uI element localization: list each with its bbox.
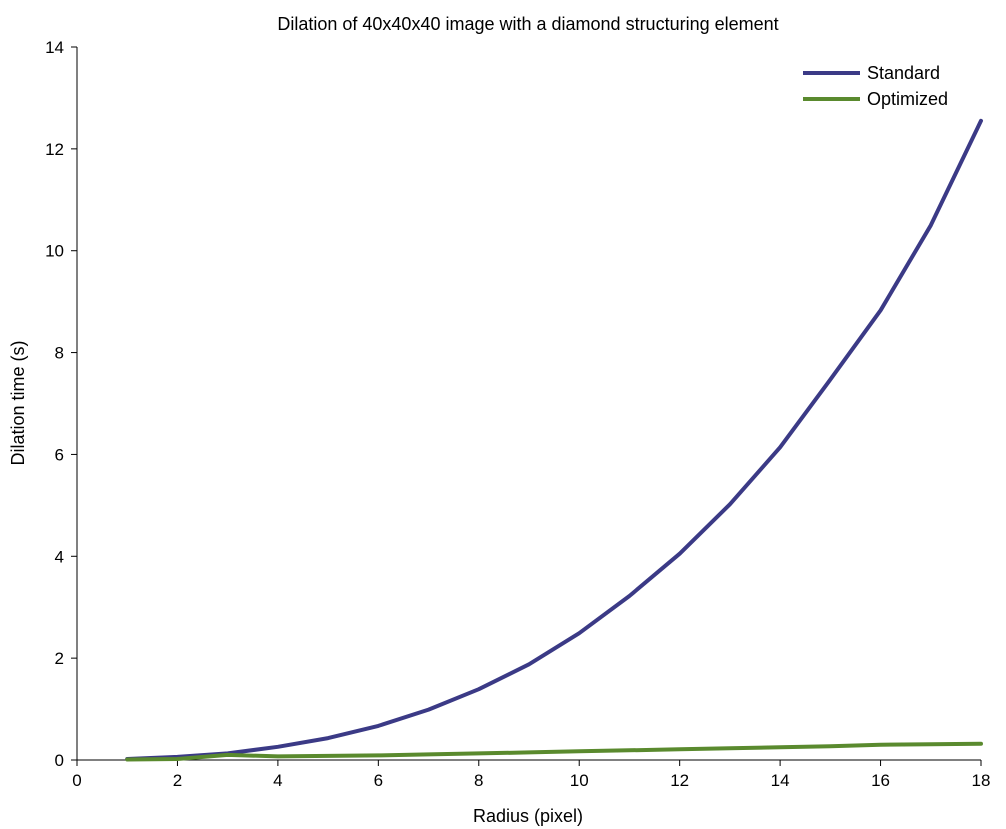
- x-axis-ticks: 0 2 4 6 8 10 12 14 16 18: [72, 760, 990, 790]
- legend-label-optimized: Optimized: [867, 89, 948, 109]
- y-tick-label: 0: [55, 751, 64, 770]
- series-lines: [125, 118, 983, 762]
- axes: [76, 47, 981, 761]
- y-tick-label: 8: [55, 344, 64, 363]
- legend-label-standard: Standard: [867, 63, 940, 83]
- y-tick-label: 2: [55, 649, 64, 668]
- x-tick-label: 18: [972, 771, 991, 790]
- x-tick-label: 0: [72, 771, 81, 790]
- x-tick-label: 8: [474, 771, 483, 790]
- x-tick-label: 6: [374, 771, 383, 790]
- series-line-standard: [125, 118, 983, 761]
- x-axis-label: Radius (pixel): [473, 806, 583, 826]
- y-tick-label: 14: [45, 38, 64, 57]
- y-tick-label: 12: [45, 140, 64, 159]
- x-tick-label: 12: [670, 771, 689, 790]
- y-tick-label: 10: [45, 242, 64, 261]
- x-tick-label: 14: [771, 771, 790, 790]
- y-axis-label: Dilation time (s): [8, 340, 28, 465]
- y-tick-label: 4: [55, 547, 64, 566]
- x-tick-label: 10: [570, 771, 589, 790]
- y-tick-label: 6: [55, 445, 64, 464]
- chart-title: Dilation of 40x40x40 image with a diamon…: [277, 14, 778, 34]
- y-axis-ticks: 0 2 4 6 8 10 12 14: [45, 38, 77, 770]
- x-tick-label: 4: [273, 771, 282, 790]
- x-tick-label: 16: [871, 771, 890, 790]
- series-line-optimized: [125, 741, 983, 762]
- legend: Standard Optimized: [803, 63, 948, 109]
- x-tick-label: 2: [173, 771, 182, 790]
